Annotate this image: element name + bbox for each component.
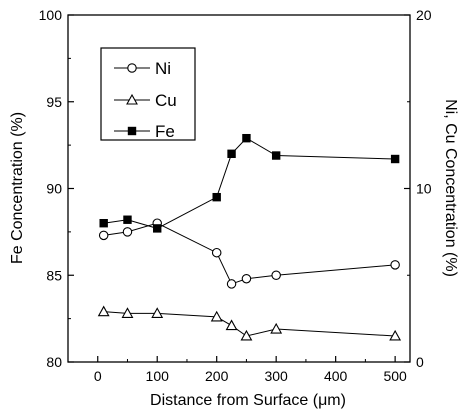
y-tick-label: 100 — [39, 7, 63, 23]
series-line-ni — [103, 222, 396, 285]
legend-marker-fe — [127, 126, 137, 136]
legend-item-ni: Ni — [114, 59, 171, 78]
x-tick-label: 300 — [264, 368, 288, 384]
x-axis-title: Distance from Surface (μm) — [150, 392, 346, 409]
data-point-cu — [121, 307, 134, 318]
series-cu — [97, 305, 402, 341]
x-tick-label: 200 — [205, 368, 229, 384]
series-layer — [97, 133, 402, 341]
y2-tick-label: 0 — [416, 354, 424, 370]
legend: Ni Cu Fe — [100, 47, 196, 141]
data-point-cu — [151, 307, 164, 318]
legend-marker-ni — [127, 63, 137, 73]
data-point-fe — [227, 149, 236, 158]
y-tick-label: 80 — [46, 354, 62, 370]
legend-label-fe: Fe — [155, 122, 175, 141]
x-tick-label: 400 — [324, 368, 348, 384]
data-point-fe — [123, 215, 132, 224]
data-point-fe — [212, 192, 221, 202]
y2-tick-label: 10 — [416, 181, 432, 197]
data-point-cu — [389, 329, 402, 341]
x-tick-label: 100 — [146, 368, 170, 384]
series-line-cu — [103, 311, 396, 337]
series-fe — [99, 133, 400, 233]
data-point-fe — [99, 219, 108, 228]
data-point-cu — [210, 310, 223, 322]
series-ni — [98, 218, 400, 289]
data-point-ni — [226, 279, 237, 289]
data-point-ni — [98, 230, 109, 241]
data-point-ni — [211, 247, 222, 258]
data-point-cu — [97, 305, 110, 317]
data-point-ni — [241, 273, 252, 284]
y2-axis-title: Ni, Cu Concentration (%) — [442, 99, 459, 277]
data-point-fe — [242, 133, 251, 143]
y-tick-label: 90 — [46, 181, 62, 197]
legend-box — [100, 47, 196, 141]
y-tick-label: 95 — [46, 94, 62, 110]
data-point-cu — [240, 329, 253, 341]
legend-marker-cu — [126, 93, 138, 105]
data-point-cu — [225, 319, 238, 331]
data-point-fe — [153, 224, 162, 233]
y-axis-title: Fe Concentration (%) — [9, 112, 26, 264]
data-point-ni — [122, 227, 133, 237]
data-point-ni — [271, 270, 281, 280]
x-tick-label: 0 — [94, 368, 102, 384]
legend-label-cu: Cu — [155, 91, 177, 110]
x-tick-label: 500 — [383, 368, 407, 384]
data-point-cu — [270, 322, 283, 334]
data-point-fe — [390, 154, 400, 164]
data-point-ni — [390, 260, 400, 270]
legend-item-fe: Fe — [114, 122, 175, 141]
series-line-fe — [103, 137, 396, 229]
y-tick-label: 85 — [46, 267, 62, 283]
legend-item-cu: Cu — [114, 91, 177, 110]
data-point-fe — [271, 151, 281, 160]
y2-tick-label: 20 — [416, 7, 432, 23]
legend-label-ni: Ni — [155, 59, 171, 78]
ticks: 0 100 200 300 400 500 80 85 90 95 100 0 10 20 — [39, 7, 432, 384]
